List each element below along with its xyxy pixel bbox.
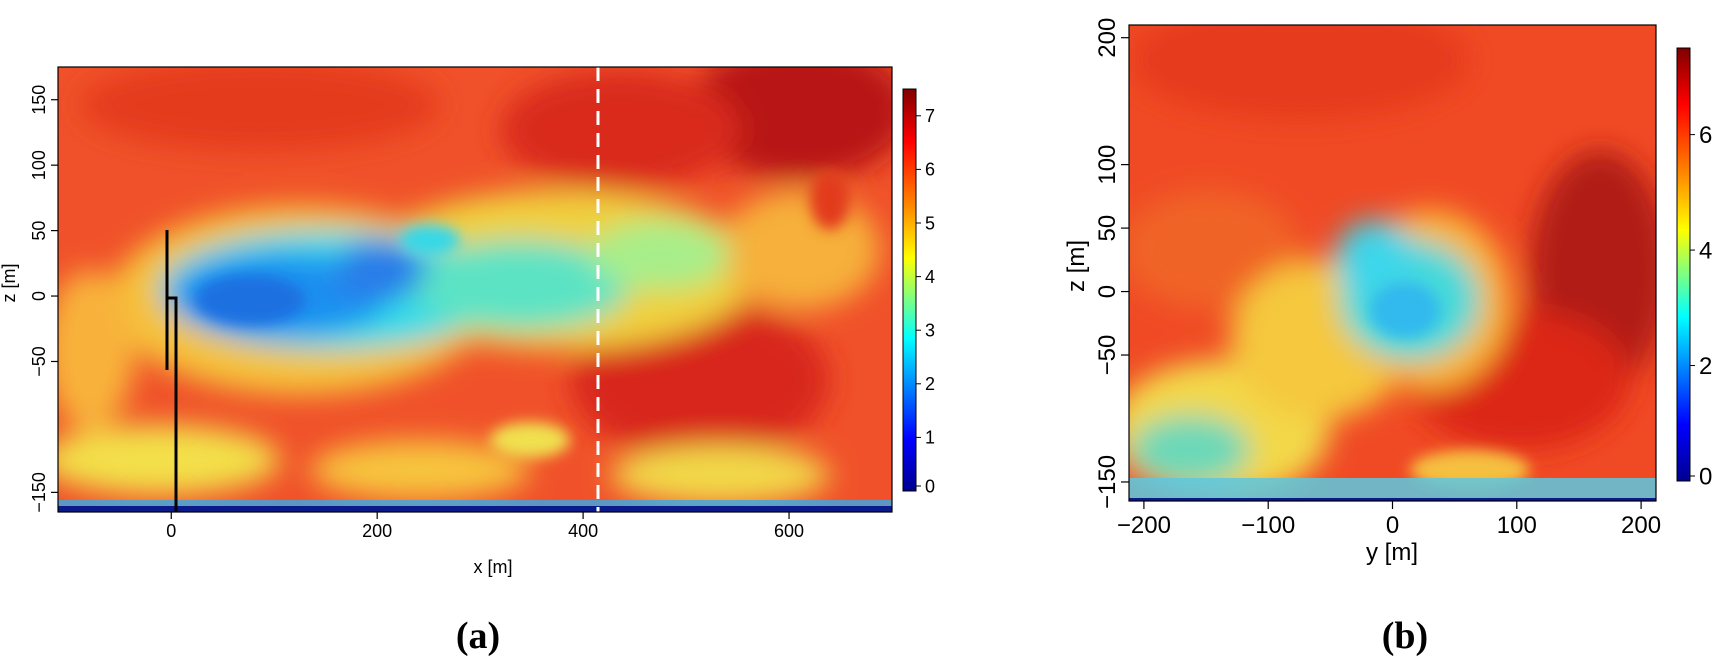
colorbar-tick-label: 3 — [925, 321, 935, 341]
y-tick-label: 200 — [1094, 18, 1121, 58]
colorbar-tick-label: 6 — [925, 160, 935, 180]
colorbar-tick-label: 0 — [1699, 463, 1712, 490]
x-tick-label: 400 — [568, 521, 598, 541]
x-axis-label-a: x [m] — [474, 557, 513, 577]
colorbar-tick-label: 2 — [1699, 353, 1712, 380]
y-axis-label-b: z [m] — [1063, 240, 1090, 292]
x-tick-label: 200 — [1621, 512, 1661, 539]
y-tick-label: −50 — [1094, 335, 1121, 376]
colorbar-tick-label: 5 — [925, 213, 935, 233]
y-tick-label: 50 — [29, 221, 49, 241]
x-tick-label: 100 — [1497, 512, 1537, 539]
x-tick-label: 200 — [362, 521, 392, 541]
colorbar-tick-label: 0 — [925, 476, 935, 496]
y-tick-label: −50 — [29, 346, 49, 377]
colorbar-tick-label: 7 — [925, 106, 935, 126]
x-tick-label: 0 — [1386, 512, 1399, 539]
panel-b: −200 −100 0 100 200 −150 −50 0 50 100 200 0 2 4 6 y [… — [1063, 18, 1712, 566]
colorbar-frame — [1676, 47, 1691, 482]
colorbar-tick-label: 4 — [925, 267, 935, 287]
caption-a: (a) — [456, 615, 500, 657]
x-tick-label: −200 — [1117, 512, 1171, 539]
y-tick-label: −150 — [1094, 455, 1121, 509]
colorbar-tick-label: 2 — [925, 374, 935, 394]
colorbar-a-ticks: 0 1 2 3 4 5 6 7 — [902, 88, 935, 496]
y-tick-label: −150 — [29, 472, 49, 513]
y-tick-label: 0 — [29, 291, 49, 301]
colorbar-tick-label: 6 — [1699, 122, 1712, 149]
axes-a: 0 200 400 600 −150 −50 0 50 100 150 — [29, 66, 893, 541]
colorbar-b-ticks: 0 2 4 6 — [1676, 47, 1712, 490]
y-tick-label: 100 — [29, 150, 49, 180]
axes-b: −200 −100 0 100 200 −150 −50 0 50 100 200 — [1094, 18, 1661, 539]
x-tick-label: 600 — [774, 521, 804, 541]
colorbar-a — [903, 89, 916, 491]
x-tick-label: 0 — [166, 521, 176, 541]
colorbar-tick-label: 1 — [925, 428, 935, 448]
y-tick-label: 0 — [1094, 285, 1121, 298]
colorbar-b — [1677, 48, 1690, 481]
plot-frame — [57, 66, 893, 513]
x-axis-label-b: y [m] — [1366, 539, 1418, 566]
colorbar-frame — [902, 88, 917, 492]
x-tick-label: −100 — [1241, 512, 1295, 539]
caption-b: (b) — [1382, 615, 1428, 657]
y-axis-label-a: z [m] — [0, 264, 19, 303]
y-tick-label: 150 — [29, 85, 49, 115]
y-tick-label: 100 — [1094, 145, 1121, 185]
heatmap-b-field — [1129, 25, 1656, 501]
y-tick-label: 50 — [1094, 215, 1121, 242]
heatmap-a-field — [58, 67, 892, 512]
turbine-symbol — [165, 230, 178, 512]
colorbar-tick-label: 4 — [1699, 237, 1712, 264]
panel-a: 0 200 400 600 −150 −50 0 50 100 150 0 1 2 3 4 5 6 7 x [m… — [0, 66, 935, 577]
